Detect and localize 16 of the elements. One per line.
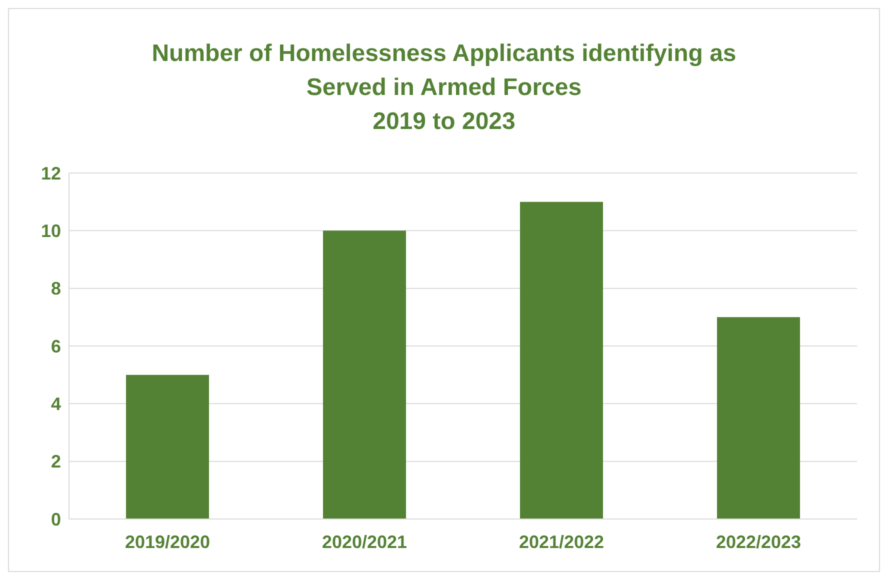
x-tick-label: 2022/2023 — [716, 532, 802, 552]
x-tick-label: 2019/2020 — [124, 532, 210, 552]
y-tick-label: 2 — [50, 452, 61, 472]
bar — [126, 374, 209, 519]
chart-title: Number of Homelessness Applicants identifying as Served in Armed Forces 2019 to 2023 — [150, 39, 738, 137]
y-tick-label: 4 — [50, 394, 61, 414]
bar — [520, 202, 603, 519]
y-tick-label: 6 — [50, 336, 61, 356]
y-tick-label: 8 — [50, 278, 61, 299]
bar — [717, 317, 800, 519]
y-tick-label: 10 — [40, 221, 61, 242]
x-tick-label: 2021/2022 — [518, 532, 604, 552]
x-tick-label: 2020/2021 — [322, 532, 408, 552]
y-tick-label: 0 — [50, 509, 61, 530]
y-tick-label: 12 — [40, 163, 61, 184]
bar — [323, 230, 406, 519]
